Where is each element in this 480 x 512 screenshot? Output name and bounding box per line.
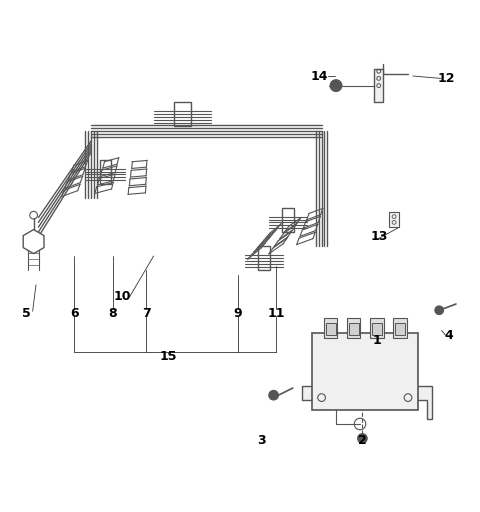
Bar bbox=[282, 208, 294, 232]
Polygon shape bbox=[302, 386, 432, 419]
Bar bbox=[258, 246, 270, 270]
Text: 7: 7 bbox=[142, 307, 151, 320]
Text: 3: 3 bbox=[257, 434, 266, 447]
Bar bbox=[324, 318, 337, 337]
Circle shape bbox=[435, 306, 444, 314]
Bar bbox=[374, 69, 383, 102]
Bar bbox=[100, 160, 111, 184]
Text: 10: 10 bbox=[114, 290, 131, 303]
Bar bbox=[326, 323, 336, 335]
Bar bbox=[389, 212, 399, 227]
Text: 11: 11 bbox=[267, 307, 285, 320]
Bar bbox=[395, 323, 405, 335]
Text: 13: 13 bbox=[371, 230, 388, 243]
Text: 14: 14 bbox=[311, 70, 328, 82]
Text: 2: 2 bbox=[358, 434, 367, 447]
Text: 5: 5 bbox=[22, 307, 31, 320]
Bar bbox=[372, 323, 382, 335]
Text: 12: 12 bbox=[438, 72, 455, 85]
Circle shape bbox=[330, 80, 342, 91]
Circle shape bbox=[358, 434, 367, 443]
Bar bbox=[370, 318, 384, 337]
Bar bbox=[312, 333, 418, 410]
Bar bbox=[174, 102, 191, 126]
Bar bbox=[349, 323, 359, 335]
Text: 1: 1 bbox=[372, 333, 381, 347]
Polygon shape bbox=[23, 229, 44, 253]
Text: 9: 9 bbox=[233, 307, 242, 320]
Bar bbox=[393, 318, 407, 337]
Circle shape bbox=[269, 390, 278, 400]
Text: 4: 4 bbox=[444, 329, 453, 342]
Text: 8: 8 bbox=[108, 307, 117, 320]
Text: 15: 15 bbox=[159, 350, 177, 364]
Text: 6: 6 bbox=[70, 307, 79, 320]
Bar bbox=[347, 318, 360, 337]
